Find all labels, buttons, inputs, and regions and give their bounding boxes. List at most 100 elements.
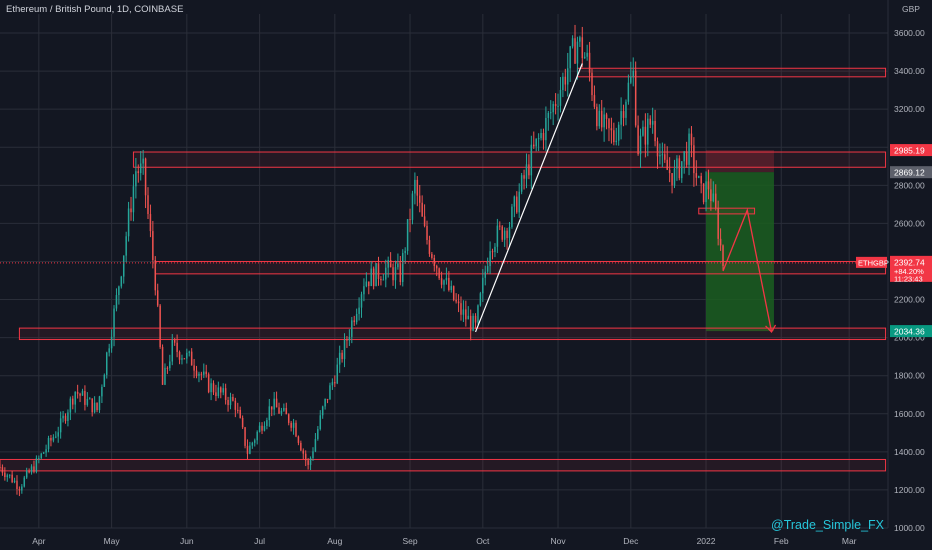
- candle-body: [132, 186, 135, 213]
- candle-body: [438, 268, 440, 279]
- candle-body: [297, 436, 300, 443]
- candle-body: [642, 126, 644, 136]
- projection-arrowhead: [765, 324, 777, 333]
- y-tick-label: 2800.00: [894, 180, 925, 190]
- candle-body: [625, 101, 627, 118]
- candle-body: [632, 70, 634, 77]
- candle-body: [418, 195, 421, 203]
- current-price-change: +84.20%: [894, 267, 924, 276]
- candle-body: [659, 155, 661, 157]
- candle-body: [370, 268, 372, 287]
- candle-body: [540, 132, 542, 139]
- candle-body: [244, 427, 246, 446]
- candle-body: [630, 76, 632, 83]
- candle-body: [666, 159, 668, 170]
- candle-body: [428, 240, 431, 254]
- currency-label: GBP: [902, 4, 920, 14]
- candle-body: [375, 263, 377, 287]
- candle-body: [125, 236, 127, 256]
- candle-body: [656, 141, 659, 157]
- candle-body: [445, 277, 448, 281]
- candle-body: [702, 183, 705, 203]
- support-resistance-zone: [0, 458, 887, 472]
- candle-body: [707, 181, 710, 190]
- candle-body: [537, 138, 540, 140]
- candle-body: [469, 315, 472, 331]
- candle-body: [319, 415, 322, 430]
- candle-body: [232, 396, 234, 401]
- candle-body: [336, 364, 338, 384]
- candle-body: [130, 208, 132, 213]
- candle-body: [525, 164, 528, 179]
- candle-body: [152, 231, 154, 261]
- candle-body: [173, 339, 176, 343]
- candle-body: [402, 253, 404, 283]
- candle-body: [474, 315, 477, 323]
- candle-body: [127, 208, 130, 237]
- candle-body: [411, 193, 414, 220]
- candle-body: [338, 352, 341, 365]
- y-tick-label: 2200.00: [894, 295, 925, 305]
- candle-body: [309, 458, 312, 465]
- candle-body: [683, 151, 685, 162]
- x-tick-label: Jul: [254, 536, 265, 546]
- candle-body: [86, 398, 89, 405]
- candle-body: [30, 466, 33, 473]
- take-profit-zone: [706, 172, 774, 332]
- x-tick-label: May: [104, 536, 121, 546]
- candle-body: [360, 294, 363, 308]
- candle-body: [113, 308, 115, 337]
- candle-body: [285, 408, 288, 415]
- candle-body: [622, 111, 625, 118]
- candle-body: [693, 145, 695, 174]
- candle-body: [329, 385, 331, 400]
- x-tick-label: Nov: [550, 536, 566, 546]
- candle-body: [25, 470, 28, 478]
- candle-body: [106, 352, 108, 375]
- candle-body: [533, 144, 535, 147]
- candle-body: [62, 415, 64, 419]
- candle-body: [76, 391, 79, 394]
- candle-body: [229, 396, 232, 406]
- candle-body: [307, 460, 309, 465]
- candle-body: [443, 280, 445, 285]
- candle-body: [98, 396, 101, 411]
- candle-body: [193, 365, 195, 371]
- candle-body: [664, 154, 666, 160]
- candle-body: [414, 179, 416, 194]
- candle-body: [518, 191, 520, 213]
- candle-body: [671, 173, 673, 186]
- candle-body: [249, 445, 251, 454]
- x-tick-label: Aug: [327, 536, 342, 546]
- y-tick-label: 2000.00: [894, 333, 925, 343]
- candle-body: [161, 347, 164, 385]
- candle-body: [710, 189, 712, 202]
- candle-body: [263, 425, 266, 431]
- candle-body: [472, 315, 474, 331]
- candle-body: [251, 442, 254, 446]
- candle-body: [355, 313, 358, 323]
- candle-body: [137, 171, 140, 174]
- candle-body: [84, 390, 86, 405]
- candle-body: [149, 214, 152, 232]
- candle-body: [440, 278, 443, 285]
- candle-body: [6, 475, 9, 478]
- candle-body: [368, 281, 370, 287]
- candle-body: [1, 467, 4, 473]
- candle-body: [40, 453, 42, 459]
- x-tick-label: Mar: [842, 536, 857, 546]
- candle-body: [571, 38, 574, 47]
- candle-body: [644, 126, 647, 145]
- candle-body: [45, 449, 47, 453]
- candle-body: [465, 309, 467, 320]
- candle-body: [491, 251, 494, 253]
- candle-body: [457, 301, 460, 304]
- candle-body: [341, 352, 343, 360]
- candle-body: [287, 414, 290, 423]
- candle-body: [600, 110, 603, 128]
- candle-body: [673, 168, 676, 186]
- candle-body: [508, 226, 511, 239]
- candle-body: [144, 158, 147, 196]
